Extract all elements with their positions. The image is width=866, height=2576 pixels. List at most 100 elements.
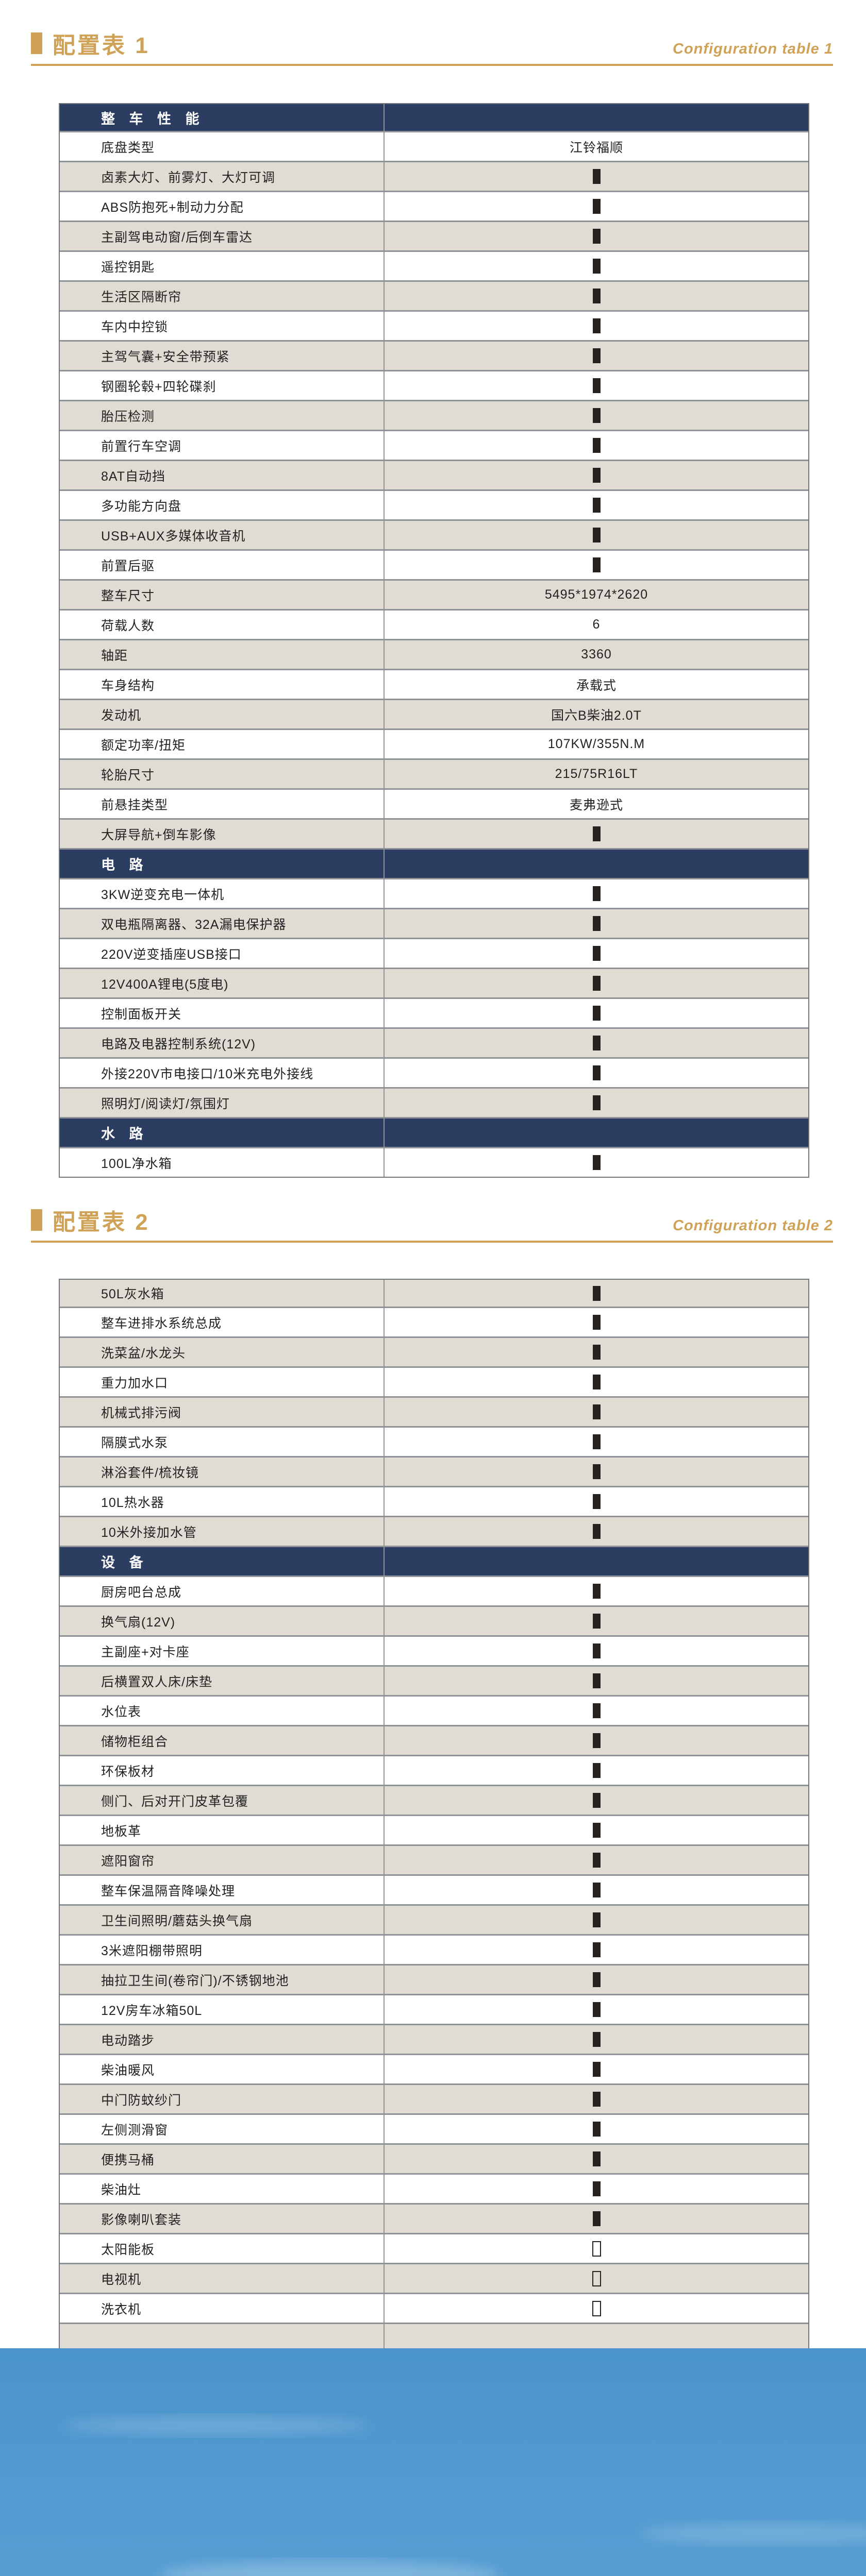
table-row: USB+AUX多媒体收音机 [60,519,808,549]
table-row: 12V房车冰箱50L [60,1994,808,2024]
spec-label: 侧门、后对开门皮革包覆 [60,1786,385,1815]
table-row: 遮阳窗帘 [60,1844,808,1874]
table-row: 100L净水箱 [60,1147,808,1177]
table-row: 隔膜式水泵 [60,1426,808,1456]
spec-label: 遮阳窗帘 [60,1846,385,1874]
included-mark [592,1733,601,1748]
table-row: 荷载人数 6 [60,609,808,639]
table-row: 柴油灶 [60,2173,808,2203]
spec-label: 隔膜式水泵 [60,1428,385,1456]
spec-label: 50L灰水箱 [60,1280,385,1307]
spec-value: 3360 [581,647,612,662]
table-row: 厨房吧台总成 [60,1575,808,1605]
spec-label: 轴距 [60,640,385,669]
config-table-2: 50L灰水箱 整车进排水系统总成 洗菜盆/水龙头 重力加水口 机械式排污阀 隔膜式水泵 淋浴… [59,1279,809,2353]
table-row: 柴油暖风 [60,2054,808,2083]
table-row: 发动机 国六B柴油2.0T [60,699,808,728]
included-mark [592,1464,601,1479]
page-title-2-text: 配置表 2 [53,1210,150,1235]
included-mark [592,1315,601,1330]
spec-label: 荷载人数 [60,611,385,639]
table-row: 淋浴套件/梳妆镜 [60,1456,808,1486]
included-mark [592,378,601,393]
spec-value: 107KW/355N.M [547,737,645,751]
config-table-1: 整 车 性 能底盘类型 江铃福顺 卤素大灯、前雾灯、大灯可调 ABS防抱死+制动力分配… [59,103,809,1178]
table-row: 整车进排水系统总成 [60,1307,808,1336]
spec-label: 整车尺寸 [60,581,385,609]
included-mark [592,169,601,184]
table-row: 外接220V市电接口/10米充电外接线 [60,1057,808,1087]
spec-label: 车内中控锁 [60,312,385,340]
spec-label: 10L热水器 [60,1487,385,1516]
spec-label: ABS防抱死+制动力分配 [60,192,385,221]
spec-label: 柴油灶 [60,2175,385,2203]
table-row: 左侧测滑窗 [60,2113,808,2143]
promo-landscape-illustration: KLHRV 凯力航房车VIP [0,2348,866,2576]
included-mark [592,1942,601,1957]
included-mark [592,1614,601,1629]
included-mark [592,468,601,483]
spec-label: 220V逆变插座USB接口 [60,939,385,968]
included-mark [592,1584,601,1599]
table-section-header: 整 车 性 能 [60,104,808,131]
table-row: 照明灯/阅读灯/氛围灯 [60,1087,808,1117]
included-mark [592,498,601,513]
included-mark [592,916,601,931]
spec-label: 电动踏步 [60,2025,385,2054]
table-row: 前置后驱 [60,549,808,579]
page-title-1-text: 配置表 1 [53,33,150,58]
included-mark [592,1006,601,1021]
table-row: 额定功率/扭矩 107KW/355N.M [60,728,808,758]
spec-value: 江铃福顺 [569,140,623,155]
spec-label: 柴油暖风 [60,2055,385,2083]
table-section-header: 水 路 [60,1117,808,1147]
included-mark [592,438,601,453]
spec-label: 洗衣机 [60,2294,385,2323]
spec-label: 额定功率/扭矩 [60,730,385,758]
table-row: 多功能方向盘 [60,489,808,519]
included-mark [592,2032,601,2047]
table-row: 重力加水口 [60,1366,808,1396]
table-row: 主驾气囊+安全带预紧 [60,340,808,370]
included-mark [592,1643,601,1658]
title-square-icon [31,32,42,54]
spec-label: 12V房车冰箱50L [60,1995,385,2024]
spec-label: 发动机 [60,700,385,728]
table-row: 220V逆变插座USB接口 [60,938,808,968]
table-row: 12V400A锂电(5度电) [60,968,808,997]
table-row: 储物柜组合 [60,1725,808,1755]
spec-label: 换气扇(12V) [60,1607,385,1635]
included-mark [592,1065,601,1080]
optional-mark [592,2270,601,2286]
table-row: 便携马桶 [60,2143,808,2173]
table-row [60,2323,808,2352]
table-row: 大屏导航+倒车影像 [60,818,808,848]
included-mark [592,2181,601,2196]
included-mark [592,289,601,303]
spec-label: 生活区隔断帘 [60,282,385,310]
spec-label: 前置后驱 [60,551,385,579]
table-row: 地板革 [60,1815,808,1844]
included-mark [592,1345,601,1360]
spec-label: USB+AUX多媒体收音机 [60,521,385,549]
table-row: 遥控钥匙 [60,250,808,280]
spec-label: 3KW逆变充电一体机 [60,879,385,908]
spec-label: 前置行车空调 [60,431,385,460]
table-row: 电动踏步 [60,2024,808,2054]
included-mark [592,886,601,901]
included-mark [592,1375,601,1389]
table-row: 前悬挂类型 麦弗逊式 [60,788,808,818]
included-mark [592,2122,601,2137]
included-mark [592,2062,601,2077]
page-title-1: 配置表 1 [31,27,150,60]
included-mark [592,2151,601,2166]
included-mark [592,199,601,214]
included-mark [592,1763,601,1778]
included-mark [592,976,601,991]
spec-label: 卫生间照明/蘑菇头换气扇 [60,1906,385,1934]
table-row: ABS防抱死+制动力分配 [60,191,808,221]
table-row: 主副驾电动窗/后倒车雷达 [60,221,808,250]
included-mark [592,2002,601,2017]
included-mark [592,946,601,961]
spec-label [60,2324,385,2352]
